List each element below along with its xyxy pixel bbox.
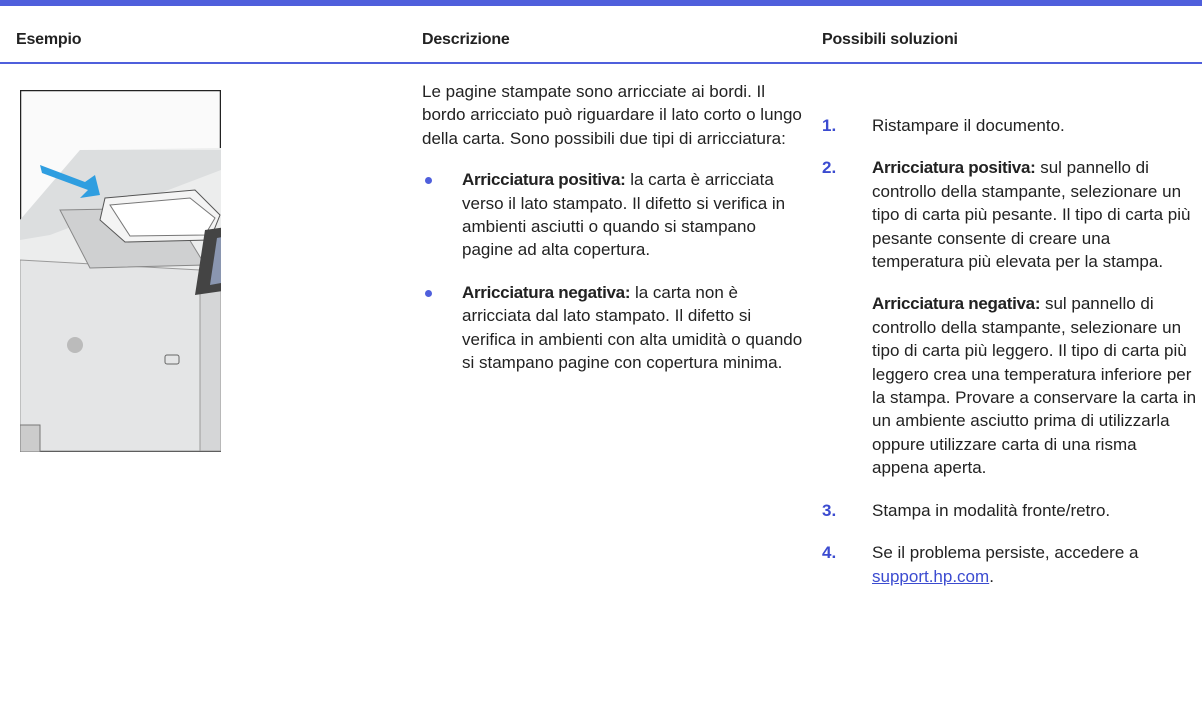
bullet: Arricciatura positiva: la carta è arricc…: [422, 168, 807, 262]
example-image: [20, 90, 221, 452]
column-header: Esempio: [16, 31, 82, 48]
label: Arricciatura negativa:: [462, 282, 631, 302]
text: Se il problema persiste, accedere a: [872, 543, 1139, 563]
number: 1.: [822, 116, 837, 135]
link[interactable]: support.hp.com: [872, 566, 990, 586]
solution: 3. Stampa in modalità fronte/retro.: [822, 499, 1197, 522]
number: 4.: [822, 543, 837, 563]
number: 2.: [822, 158, 837, 178]
solutions: 1. Ristampare il documento. 2. Arricciatu…: [822, 114, 1197, 607]
text: sul pannello di controllo della stampant…: [872, 158, 1191, 272]
number: 3.: [822, 500, 837, 520]
text: .: [989, 566, 994, 586]
text: sul pannello di controllo della stampant…: [872, 294, 1197, 478]
header-rule: [0, 62, 1202, 64]
label: Arricciatura negativa:: [872, 294, 1041, 314]
solution: 4. Se il problema persiste, accedere a su…: [822, 541, 1197, 588]
top-bar: [0, 0, 1202, 6]
intro: Le pagine stampate sono arricciate ai bo…: [422, 82, 802, 148]
text: Stampa in modalità fronte/retro.: [872, 500, 1111, 520]
description: Le pagine stampate sono arricciate ai bo…: [422, 80, 807, 393]
bullet: Arricciatura negativa: la carta non è ar…: [422, 281, 807, 375]
solution: 2. Arricciatura positiva: sul pannello d…: [822, 156, 1197, 479]
label: Arricciatura positiva:: [462, 170, 626, 190]
text: la carta è arricciata verso il lato stam…: [462, 170, 786, 260]
column-header: Possibili soluzioni: [822, 31, 958, 48]
text: Ristampare il documento.: [872, 116, 1065, 135]
solution: 1. Ristampare il documento.: [822, 114, 1197, 137]
column-header: Descrizione: [422, 31, 510, 48]
text: la carta non è arricciata dal lato stamp…: [462, 282, 803, 373]
label: Arricciatura positiva:: [872, 158, 1036, 178]
